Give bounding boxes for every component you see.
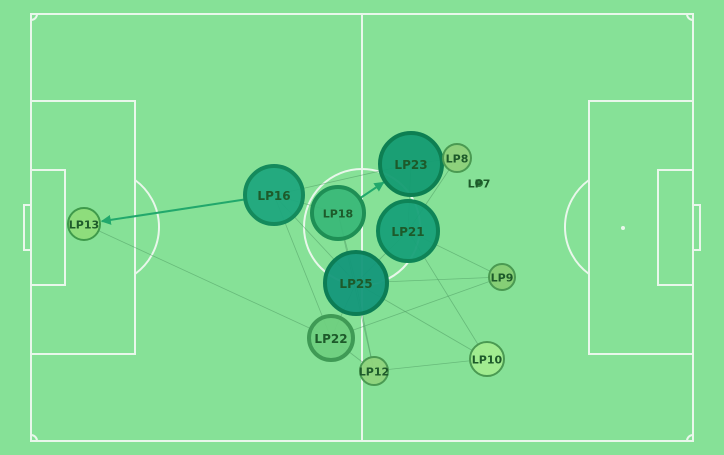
- player-node-lp25[interactable]: LP25: [323, 250, 389, 316]
- player-circle: [442, 143, 472, 173]
- player-circle: [67, 207, 101, 241]
- player-node-lp22[interactable]: LP22: [307, 314, 355, 362]
- player-label: LP16: [257, 189, 290, 203]
- player-node-lp13[interactable]: LP13: [67, 207, 101, 241]
- pass-edge-lp16-to-lp13: [100, 198, 246, 225]
- right-penalty-spot: [621, 226, 625, 230]
- corner-arc-top-left: [30, 13, 38, 21]
- pass-edge-lp22-to-lp9: [330, 276, 503, 339]
- player-circle: [488, 263, 516, 291]
- pass-edge-lp18-to-lp23: [359, 181, 385, 200]
- player-label: LP25: [339, 277, 372, 291]
- player-label: LP13: [69, 219, 99, 232]
- pass-edge-lp13-to-lp22: [83, 223, 332, 339]
- player-circle: [475, 179, 483, 187]
- left-goal: [23, 204, 32, 251]
- pass-edge-lp12-to-lp10: [373, 358, 488, 372]
- player-circle: [323, 250, 389, 316]
- corner-arc-bottom-right: [686, 434, 694, 442]
- player-label: LP23: [394, 158, 427, 172]
- player-node-lp12[interactable]: LP12: [359, 356, 389, 386]
- player-node-lp16[interactable]: LP16: [243, 164, 305, 226]
- corner-arc-top-right: [686, 13, 694, 21]
- player-circle: [243, 164, 305, 226]
- player-node-lp21[interactable]: LP21: [376, 199, 440, 263]
- player-label: LP18: [323, 208, 353, 221]
- right-penalty-arc: [563, 179, 590, 275]
- player-label: LP9: [491, 272, 514, 285]
- player-label: LP12: [359, 366, 389, 379]
- left-penalty-arc: [134, 179, 161, 275]
- player-label: LP10: [472, 354, 503, 367]
- player-node-lp23[interactable]: LP23: [378, 131, 444, 197]
- player-circle: [307, 314, 355, 362]
- player-label: LP22: [314, 332, 347, 346]
- player-nodes: LP13 LP16 LP18 LP23 LP8 LP7 LP21 LP25 LP9 LP22 LP1…: [67, 131, 516, 386]
- player-circle: [469, 341, 505, 377]
- player-circle: [376, 199, 440, 263]
- player-node-lp10[interactable]: LP10: [469, 341, 505, 377]
- right-goal: [692, 204, 701, 251]
- player-circle: [378, 131, 444, 197]
- player-label: LP21: [391, 225, 424, 239]
- player-label: LP7: [468, 178, 491, 191]
- player-label: LP8: [446, 153, 469, 166]
- corner-arc-bottom-left: [30, 434, 38, 442]
- player-node-lp8[interactable]: LP8: [442, 143, 472, 173]
- player-circle: [310, 185, 366, 241]
- player-node-lp7[interactable]: LP7: [468, 178, 491, 191]
- player-node-lp9[interactable]: LP9: [488, 263, 516, 291]
- player-node-lp18[interactable]: LP18: [310, 185, 366, 241]
- player-circle: [359, 356, 389, 386]
